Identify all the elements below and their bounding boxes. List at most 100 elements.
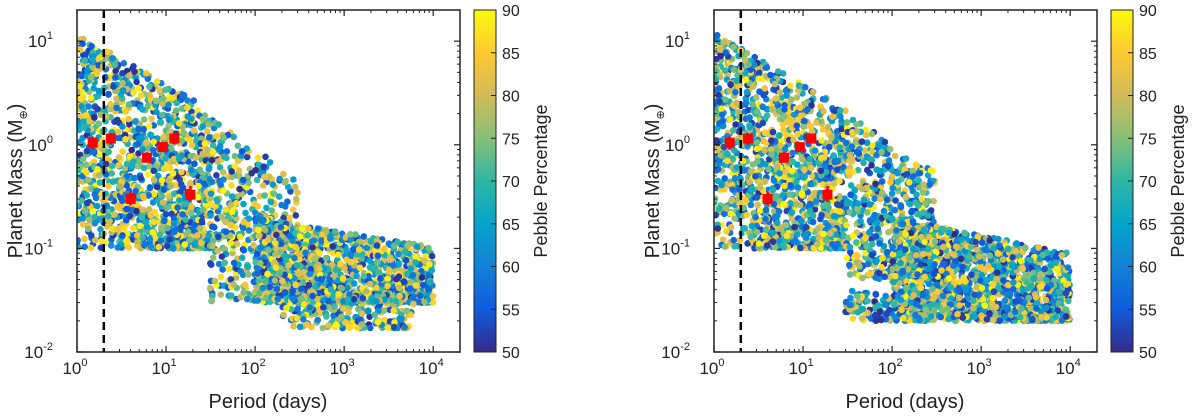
sim-point bbox=[329, 243, 337, 250]
sim-point bbox=[190, 127, 198, 134]
sim-point bbox=[788, 209, 796, 216]
sim-point bbox=[366, 280, 374, 288]
sim-point bbox=[170, 95, 177, 102]
sim-point bbox=[114, 244, 122, 251]
sim-point bbox=[716, 205, 723, 212]
sim-point bbox=[793, 201, 800, 208]
sim-point bbox=[395, 284, 403, 292]
sim-point bbox=[730, 147, 738, 154]
sim-point bbox=[95, 87, 103, 95]
sim-point bbox=[843, 254, 851, 262]
sim-point bbox=[335, 251, 342, 258]
sim-point bbox=[79, 155, 87, 163]
sim-point bbox=[716, 98, 723, 105]
sim-point bbox=[726, 115, 734, 123]
sim-point bbox=[254, 215, 261, 223]
sim-point bbox=[272, 264, 280, 271]
sim-point bbox=[428, 267, 436, 274]
sim-point bbox=[759, 137, 767, 144]
sim-point bbox=[155, 243, 163, 251]
sim-point bbox=[77, 210, 81, 218]
sim-point bbox=[846, 271, 854, 278]
sim-point bbox=[760, 91, 767, 99]
sim-point bbox=[343, 284, 351, 292]
sim-point bbox=[264, 270, 271, 278]
sim-point bbox=[188, 115, 195, 123]
sim-point bbox=[111, 211, 118, 218]
sim-point bbox=[726, 87, 733, 95]
sim-point bbox=[754, 201, 761, 209]
sim-point bbox=[280, 170, 287, 178]
sim-point bbox=[77, 163, 84, 170]
sim-point bbox=[390, 323, 398, 331]
sim-point bbox=[166, 236, 173, 243]
sim-point bbox=[714, 137, 720, 144]
sim-point bbox=[130, 225, 137, 232]
sim-point bbox=[142, 218, 150, 225]
sim-point bbox=[204, 128, 211, 135]
sim-point bbox=[131, 174, 138, 182]
sim-point bbox=[744, 142, 751, 149]
sim-point bbox=[115, 154, 123, 161]
sim-point bbox=[254, 265, 262, 273]
sim-point bbox=[305, 281, 313, 289]
sim-point bbox=[228, 182, 235, 189]
sim-point bbox=[260, 163, 267, 170]
sim-point bbox=[731, 215, 738, 222]
sim-point bbox=[120, 224, 127, 231]
sim-point bbox=[137, 175, 145, 182]
sim-point bbox=[724, 150, 731, 158]
sim-point bbox=[755, 240, 763, 247]
sim-point bbox=[797, 217, 805, 225]
sim-point bbox=[119, 123, 126, 130]
sim-point bbox=[761, 147, 768, 154]
sim-point bbox=[288, 306, 295, 313]
sim-point bbox=[238, 148, 246, 155]
sim-point bbox=[731, 243, 738, 250]
sim-point bbox=[81, 235, 88, 243]
sim-point bbox=[714, 75, 719, 83]
x-tick-label: 102 bbox=[241, 357, 266, 378]
sim-point bbox=[149, 229, 156, 236]
sim-point bbox=[301, 301, 308, 308]
sim-point bbox=[720, 210, 728, 218]
sim-point bbox=[236, 233, 244, 240]
sim-point bbox=[186, 136, 194, 143]
sim-point bbox=[762, 226, 770, 234]
sim-point bbox=[407, 265, 415, 272]
sim-point bbox=[747, 201, 755, 209]
sim-point bbox=[787, 182, 794, 189]
sim-point bbox=[134, 232, 141, 239]
sim-point bbox=[172, 181, 180, 189]
colorbar-tick-label: 85 bbox=[502, 46, 520, 63]
sim-point bbox=[136, 222, 144, 230]
sim-point bbox=[292, 212, 300, 219]
sim-point bbox=[132, 187, 139, 195]
sim-point bbox=[371, 264, 379, 272]
sim-point bbox=[167, 145, 175, 152]
sim-point bbox=[722, 205, 730, 212]
sim-point bbox=[214, 197, 221, 205]
x-tick-label: 100 bbox=[62, 357, 87, 378]
sim-point bbox=[318, 230, 326, 238]
sim-point bbox=[257, 259, 264, 267]
sim-point bbox=[724, 157, 731, 165]
sim-point bbox=[182, 216, 189, 223]
observed-point bbox=[105, 133, 116, 144]
sim-point bbox=[868, 148, 876, 156]
sim-point bbox=[401, 323, 408, 331]
sim-point bbox=[165, 122, 172, 129]
sim-point bbox=[755, 75, 763, 82]
sim-point bbox=[806, 200, 814, 208]
sim-point bbox=[89, 147, 96, 155]
sim-point bbox=[184, 228, 192, 235]
sim-point bbox=[755, 69, 763, 77]
sim-point bbox=[240, 200, 247, 208]
sim-point bbox=[284, 198, 291, 205]
sim-point bbox=[184, 104, 191, 111]
sim-point bbox=[113, 116, 121, 124]
sim-point bbox=[818, 137, 825, 144]
sim-point bbox=[227, 201, 234, 208]
